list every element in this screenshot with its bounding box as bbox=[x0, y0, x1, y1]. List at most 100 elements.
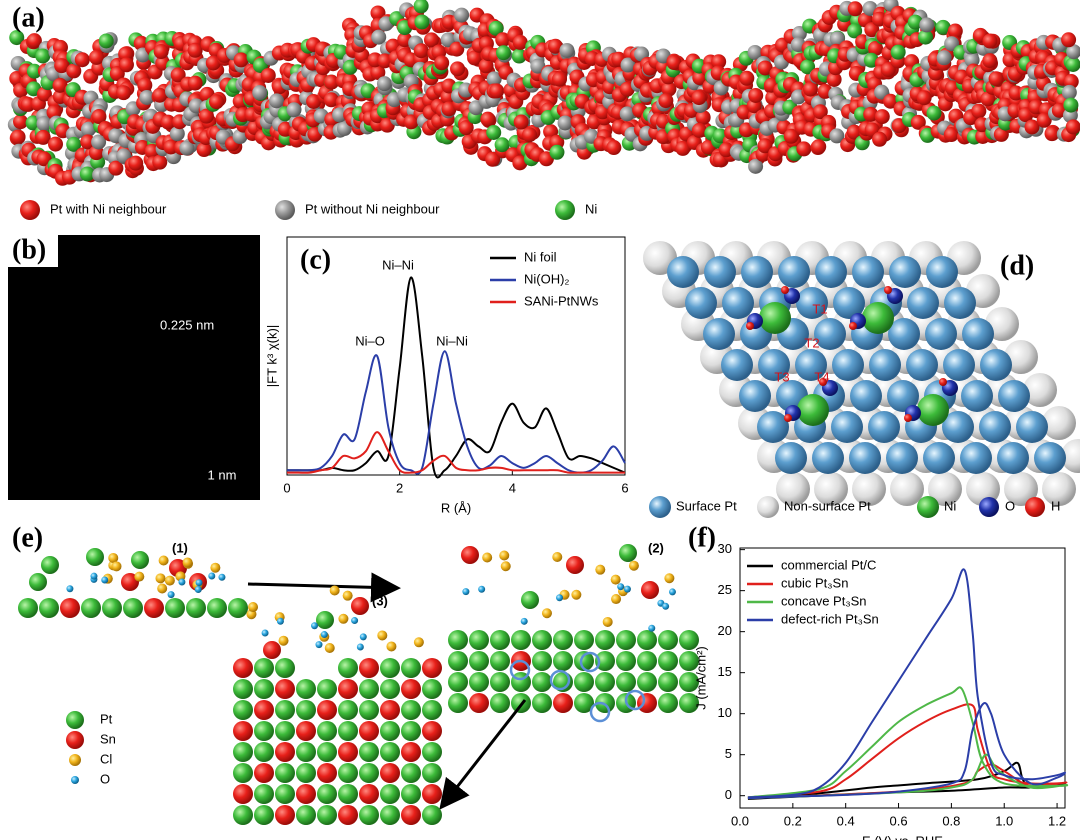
atom bbox=[187, 42, 203, 58]
atom bbox=[1042, 406, 1076, 440]
atom bbox=[254, 700, 274, 720]
atom bbox=[833, 287, 865, 319]
atom bbox=[359, 805, 379, 825]
atom bbox=[942, 411, 974, 443]
atom bbox=[329, 585, 340, 596]
atom bbox=[703, 318, 735, 350]
atom bbox=[566, 556, 584, 574]
atom bbox=[997, 442, 1029, 474]
atom bbox=[39, 598, 59, 618]
atom bbox=[413, 0, 429, 14]
vacancy-arrow bbox=[579, 651, 601, 673]
atom bbox=[261, 629, 269, 637]
x-tick-label: 4 bbox=[509, 480, 516, 495]
atom bbox=[815, 256, 847, 288]
atom bbox=[602, 616, 613, 627]
site-label: T4 bbox=[814, 369, 829, 384]
atom bbox=[422, 763, 442, 783]
atom bbox=[91, 109, 107, 125]
atom bbox=[757, 411, 789, 443]
atom bbox=[883, 93, 899, 109]
atom bbox=[611, 594, 622, 605]
atom bbox=[311, 622, 319, 630]
atom bbox=[595, 630, 615, 650]
atom bbox=[486, 125, 502, 141]
atom bbox=[869, 349, 901, 381]
atom bbox=[623, 585, 631, 593]
atom bbox=[847, 1, 863, 17]
y-tick-label: 0 bbox=[725, 787, 732, 802]
scale-label: 1 nm bbox=[208, 467, 237, 482]
atom bbox=[205, 55, 221, 71]
atom bbox=[338, 658, 358, 678]
atom bbox=[210, 562, 221, 573]
atom bbox=[252, 85, 268, 101]
atom bbox=[469, 672, 489, 692]
atom bbox=[619, 544, 637, 562]
atom bbox=[13, 114, 29, 130]
atom bbox=[208, 94, 224, 110]
atom bbox=[511, 48, 527, 64]
atom bbox=[557, 115, 573, 131]
legend-label: concave Pt₃Sn bbox=[781, 593, 867, 608]
site-label: T2 bbox=[804, 335, 819, 350]
atom bbox=[351, 617, 359, 625]
atom bbox=[278, 635, 289, 646]
atom bbox=[233, 658, 253, 678]
atom bbox=[195, 579, 203, 587]
atom bbox=[847, 23, 863, 39]
atom bbox=[163, 139, 179, 155]
atom bbox=[704, 256, 736, 288]
atom bbox=[108, 552, 119, 563]
atom bbox=[947, 23, 963, 39]
atom bbox=[9, 30, 25, 46]
atom bbox=[422, 742, 442, 762]
atom bbox=[488, 20, 504, 36]
atom bbox=[889, 256, 921, 288]
atom bbox=[356, 643, 364, 651]
atom bbox=[296, 784, 316, 804]
atom bbox=[182, 557, 193, 568]
atom bbox=[167, 591, 175, 599]
atom bbox=[254, 763, 274, 783]
atom bbox=[661, 81, 677, 97]
legend-marker bbox=[1025, 497, 1045, 517]
atom bbox=[338, 763, 358, 783]
atom bbox=[338, 721, 358, 741]
atom bbox=[868, 40, 884, 56]
x-tick-label: 0.6 bbox=[889, 813, 907, 828]
atom bbox=[380, 679, 400, 699]
atom bbox=[489, 83, 505, 99]
atom bbox=[943, 349, 975, 381]
atom bbox=[637, 693, 657, 713]
atom bbox=[10, 129, 26, 145]
atom bbox=[496, 45, 512, 61]
x-tick-label: 1.2 bbox=[1048, 813, 1066, 828]
atom bbox=[371, 29, 387, 45]
atom bbox=[36, 116, 52, 132]
atom bbox=[910, 114, 926, 130]
legend-label: Cl bbox=[100, 751, 112, 766]
panel-label: (c) bbox=[300, 244, 331, 275]
atom bbox=[324, 642, 335, 653]
atom bbox=[317, 721, 337, 741]
atom bbox=[160, 114, 176, 130]
atom bbox=[795, 349, 827, 381]
atom bbox=[316, 611, 334, 629]
atom bbox=[128, 155, 144, 171]
atom bbox=[695, 109, 711, 125]
legend-label: Pt with Ni neighbour bbox=[50, 201, 167, 216]
atom bbox=[1024, 119, 1040, 135]
atom bbox=[359, 679, 379, 699]
x-tick-label: 2 bbox=[396, 480, 403, 495]
atom bbox=[532, 651, 552, 671]
atom bbox=[802, 81, 818, 97]
atom bbox=[80, 134, 96, 150]
atom bbox=[616, 651, 636, 671]
atom bbox=[935, 19, 951, 35]
atom bbox=[485, 151, 501, 167]
atom bbox=[144, 598, 164, 618]
atom bbox=[849, 322, 857, 330]
atom bbox=[233, 721, 253, 741]
atom bbox=[401, 700, 421, 720]
